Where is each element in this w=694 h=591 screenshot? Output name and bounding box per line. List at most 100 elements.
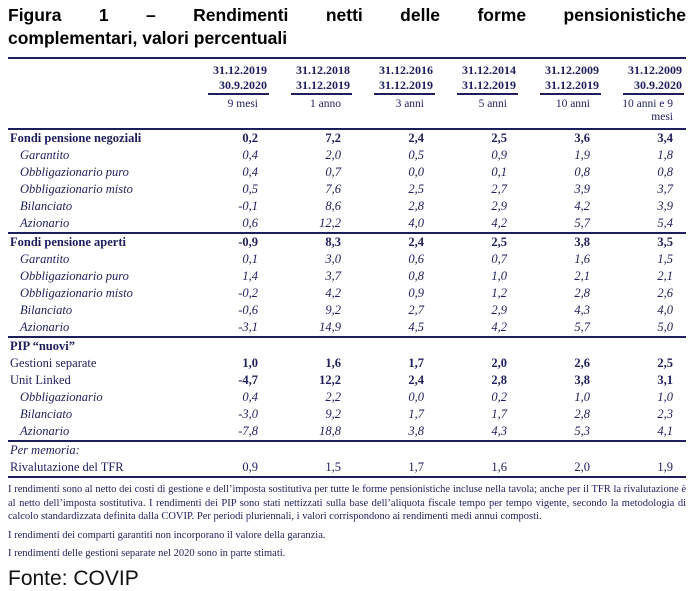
value-cell: 9,2 (325, 407, 341, 421)
value-cell: 1,9 (574, 148, 590, 162)
value-cell: 12,2 (319, 216, 341, 230)
value-cell: -0,9 (238, 235, 258, 249)
row-label: Azionario (20, 216, 70, 230)
value-cell: 2,1 (657, 269, 673, 283)
value-cell: 0,2 (491, 390, 507, 404)
row-label: Garantito (20, 148, 70, 162)
row-label: Obbligazionario misto (20, 182, 133, 196)
value-cell: 5,0 (657, 320, 673, 334)
row-label: PIP “nuovi” (10, 339, 75, 353)
value-cell: 2,8 (574, 286, 590, 300)
table-body: Fondi pensione negoziali 0,2 7,2 2,4 2,5 3,6 3… (8, 129, 686, 477)
row-label: Unit Linked (10, 373, 71, 387)
value-cell: 4,0 (408, 216, 424, 230)
value-cell: 0,4 (242, 390, 258, 404)
date-ranges-row: 31.12.2019 30.9.2020 31.12.2018 31.12.2019 3… (8, 58, 686, 95)
period-label-col-4: 5 anni (478, 98, 507, 110)
period-label-col-6: 10 anni e 9 mesi (622, 98, 673, 123)
value-cell: 1,6 (574, 252, 590, 266)
value-cell: 1,0 (657, 390, 673, 404)
value-cell: 2,4 (408, 235, 424, 249)
value-cell: 3,9 (657, 199, 673, 213)
footnote-3: I rendimenti delle gestioni separate nel… (8, 548, 286, 559)
value-cell: 0,6 (408, 252, 424, 266)
value-cell: 3,9 (574, 182, 590, 196)
value-cell: -0,6 (238, 303, 258, 317)
value-cell: 8,3 (325, 235, 341, 249)
value-cell: 1,7 (408, 356, 424, 370)
value-cell: 0,4 (242, 165, 258, 179)
value-cell: 2,8 (491, 373, 507, 387)
period-label-col-2: 1 anno (310, 98, 341, 110)
table-row: Garantito 0,1 3,0 0,6 0,7 1,6 1,5 (8, 251, 686, 268)
value-cell: 0,9 (491, 148, 507, 162)
date-range-col-5: 31.12.2009 31.12.2019 (520, 58, 603, 95)
value-cell: 0,1 (491, 165, 507, 179)
figure-title-line2: complementari, valori percentuali (8, 28, 288, 48)
date-range-col-2: 31.12.2018 31.12.2019 (271, 58, 354, 95)
value-cell: 2,4 (408, 373, 424, 387)
date-range: 31.12.2016 31.12.2019 (374, 63, 435, 95)
returns-table: 31.12.2019 30.9.2020 31.12.2018 31.12.2019 3… (8, 57, 686, 478)
row-label: Fondi pensione aperti (10, 235, 126, 249)
table-row: Azionario 0,6 12,2 4,0 4,2 5,7 5,4 (8, 215, 686, 233)
value-cell: 3,8 (408, 424, 424, 438)
table-row: Per memoria: (8, 441, 686, 459)
table-row: Unit Linked -4,7 12,2 2,4 2,8 3,8 3,1 (8, 372, 686, 389)
value-cell: 18,8 (319, 424, 341, 438)
value-cell: 2,0 (574, 460, 590, 474)
period-label-col-3: 3 anni (395, 98, 424, 110)
value-cell: 1,6 (325, 356, 341, 370)
table-header: 31.12.2019 30.9.2020 31.12.2018 31.12.2019 3… (8, 58, 686, 129)
value-cell: 2,8 (408, 199, 424, 213)
date-range-col-3: 31.12.2016 31.12.2019 (354, 58, 437, 95)
period-label-col-5: 10 anni (555, 98, 590, 110)
row-label: Garantito (20, 252, 70, 266)
value-cell: 2,6 (657, 286, 673, 300)
date-range: 31.12.2018 31.12.2019 (291, 63, 352, 95)
row-label: Fondi pensione negoziali (10, 131, 142, 145)
date-range-col-6: 31.12.2009 30.9.2020 (603, 58, 686, 95)
value-cell: 2,5 (408, 182, 424, 196)
value-cell: 1,0 (491, 269, 507, 283)
date-range: 31.12.2009 30.9.2020 (623, 63, 684, 95)
value-cell: 2,5 (657, 356, 673, 370)
row-label: Gestioni separate (10, 356, 97, 370)
date-range: 31.12.2014 31.12.2019 (457, 63, 518, 95)
value-cell: 0,5 (408, 148, 424, 162)
value-cell: 2,1 (574, 269, 590, 283)
value-cell: 3,0 (325, 252, 341, 266)
table-row: Obbligazionario puro 1,4 3,7 0,8 1,0 2,1 2,1 (8, 268, 686, 285)
value-cell: 1,5 (325, 460, 341, 474)
date-range-col-1: 31.12.2019 30.9.2020 (188, 58, 271, 95)
row-label: Bilanciato (20, 303, 73, 317)
empty-header-cell (8, 95, 188, 129)
value-cell: 5,3 (574, 424, 590, 438)
table-row: Azionario -7,8 18,8 3,8 4,3 5,3 4,1 (8, 423, 686, 441)
value-cell: 0,5 (242, 182, 258, 196)
date-range: 31.12.2019 30.9.2020 (208, 63, 269, 95)
empty-header-cell (8, 58, 188, 95)
figure-title: Figura 1 – Rendimenti netti delle forme … (8, 4, 686, 50)
value-cell: 0,4 (242, 148, 258, 162)
value-cell: 3,7 (657, 182, 673, 196)
value-cell: 0,7 (491, 252, 507, 266)
value-cell: 2,8 (574, 407, 590, 421)
value-cell: 2,0 (325, 148, 341, 162)
value-cell: 2,9 (491, 303, 507, 317)
table-row: Obbligazionario misto -0,2 4,2 0,9 1,2 2,8 2,6 (8, 285, 686, 302)
source-line: Fonte: COVIP (8, 566, 139, 590)
row-label: Rivalutazione del TFR (10, 460, 124, 474)
value-cell: 3,8 (574, 373, 590, 387)
period-labels-row: 9 mesi 1 anno 3 anni 5 anni 10 anni 10 anni e… (8, 95, 686, 129)
value-cell: 2,9 (491, 199, 507, 213)
value-cell: 0,2 (242, 131, 258, 145)
table-row: Bilanciato -0,6 9,2 2,7 2,9 4,3 4,0 (8, 302, 686, 319)
value-cell: 1,5 (657, 252, 673, 266)
value-cell: 2,4 (408, 131, 424, 145)
table-row: Garantito 0,4 2,0 0,5 0,9 1,9 1,8 (8, 147, 686, 164)
table-row: Obbligazionario misto 0,5 7,6 2,5 2,7 3,9 3,7 (8, 181, 686, 198)
value-cell: 0,8 (657, 165, 673, 179)
value-cell: 0,0 (408, 165, 424, 179)
table-row: Obbligazionario puro 0,4 0,7 0,0 0,1 0,8 0,8 (8, 164, 686, 181)
